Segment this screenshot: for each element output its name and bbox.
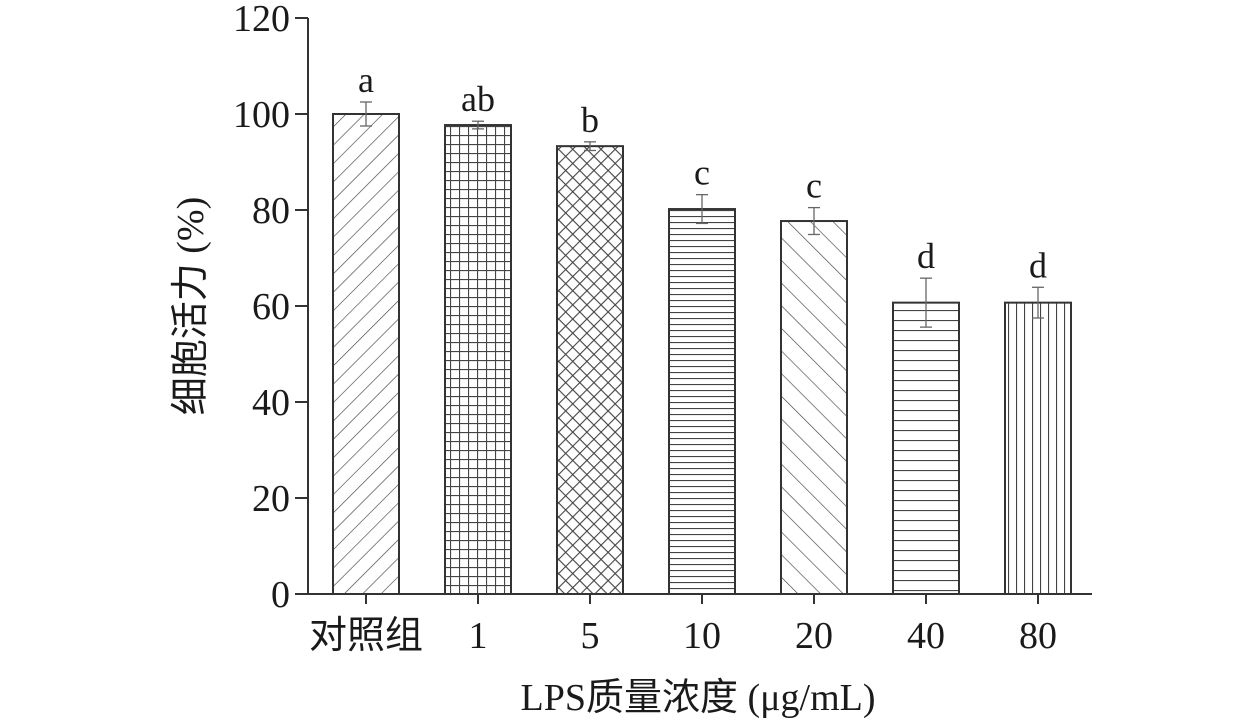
error-bar [1032,286,1044,319]
y-tick-label: 100 [233,94,290,136]
bar [332,113,400,595]
y-tick-label: 60 [252,286,290,328]
x-axis: 对照组 1 5 10 20 40 80 [308,593,1092,657]
significance-label: c [694,153,710,193]
significance-label: c [806,166,822,206]
bar [444,124,512,595]
x-tick-label: 对照组 [309,615,423,657]
y-axis: 0 20 40 60 80 100 120 [233,0,309,616]
bar [780,220,848,595]
x-tick-label: 10 [683,615,721,657]
significance-label: d [1029,245,1047,285]
significance-label: d [917,236,935,276]
y-tick-label: 20 [252,478,290,520]
bar [892,301,960,595]
x-tick-label: 40 [907,615,945,657]
x-tick-label: 20 [795,615,833,657]
bar [556,145,624,595]
x-tick-label: 5 [581,615,600,657]
significance-label: b [581,100,599,140]
x-tick-label: 80 [1019,615,1057,657]
x-axis-title: LPS质量浓度 (μg/mL) [521,677,876,719]
error-bar [360,101,372,127]
bars-group: a ab b c c d d [332,60,1072,595]
error-bar [808,206,820,236]
y-tick-label: 40 [252,382,290,424]
bar [668,208,736,595]
error-bar [696,193,708,225]
x-tick-label: 1 [469,615,488,657]
significance-label: ab [461,79,495,119]
error-bar [472,120,484,130]
y-tick-label: 0 [271,574,290,616]
y-axis-title: 细胞活力 (%) [170,197,212,415]
y-tick-label: 80 [252,190,290,232]
bar [1004,301,1072,595]
error-bar [584,141,596,152]
significance-label: a [358,60,374,100]
error-bar [920,277,932,328]
y-tick-label: 120 [233,0,290,40]
